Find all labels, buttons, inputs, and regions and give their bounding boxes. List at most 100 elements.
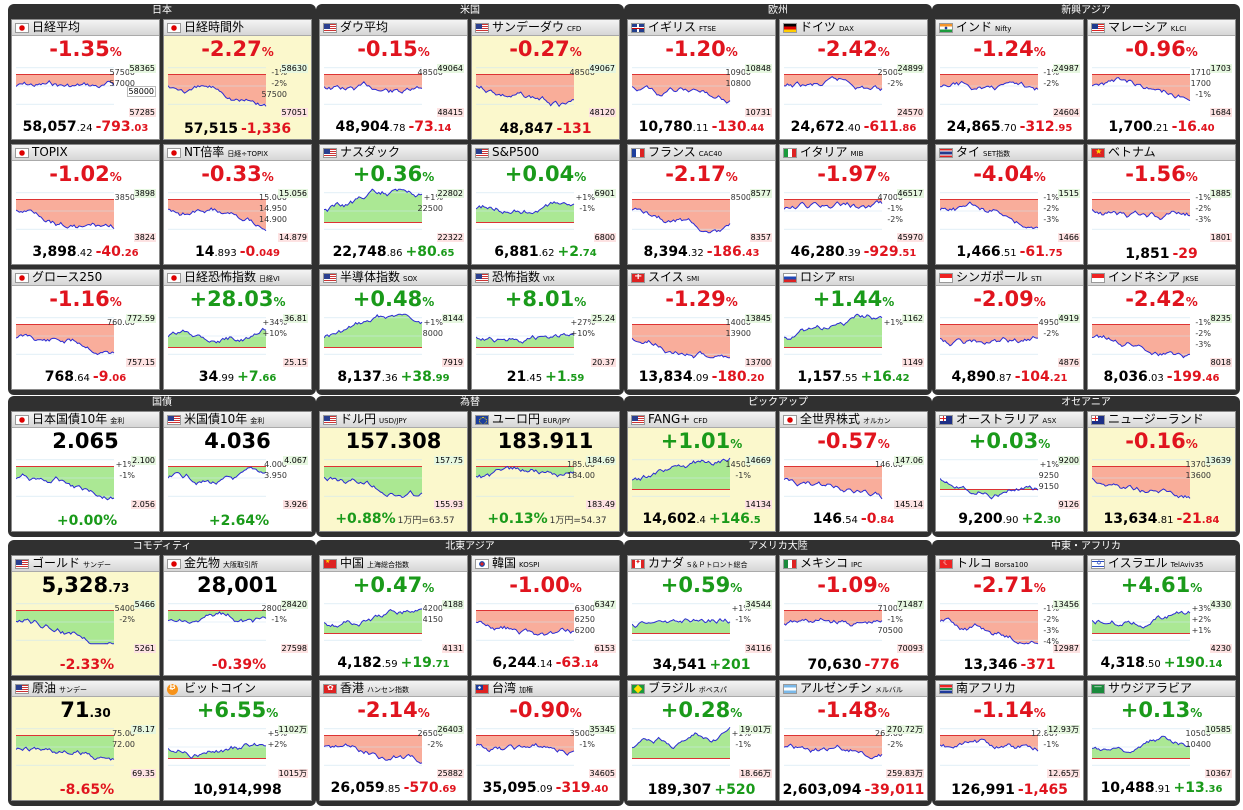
market-card[interactable]: 香港ハンセン指数-2.14%26500-2%264032588226,059.8… — [319, 680, 468, 801]
change-percent: -2.27% — [201, 37, 274, 61]
za-flag-icon — [939, 684, 953, 694]
instrument-name: カナダ S＆Ｐトロント総合 — [648, 556, 747, 573]
market-card[interactable]: 日本国債10年 金利 2.065 +1% -1% 2.100 2.056 +0.00% — [11, 411, 160, 532]
instrument-sub: 加権 — [519, 686, 534, 694]
axis-tick: -4% — [1043, 637, 1059, 646]
market-card[interactable]: メキシコ IPC -1.09% 71000 -1% 70500 71487 70093 70,6… — [779, 555, 928, 676]
market-card[interactable]: ナスダック +0.36% +1% 22500 22802 22322 22,748.86 +8… — [319, 144, 468, 265]
market-card[interactable]: グロース250 -1.16% 760.00 772.59 757.15 768.64 -9.… — [11, 269, 160, 390]
market-card[interactable]: 日経平均 -1.35% 57500 57000 58365 58000 57285 58,05… — [11, 19, 160, 140]
axis-tick: 15.000 — [259, 193, 287, 202]
intraday-chart — [632, 185, 744, 237]
market-card[interactable]: ユーロ円 EUR/JPY 183.911 185.00 184.00 184.69 183.… — [471, 411, 620, 532]
market-card[interactable]: 金先物 大阪取引所 28,001 28000 -1% 28420 27598 -0.39% — [163, 555, 312, 676]
market-card[interactable]: ベトナム -1.56% -1% -2% -3% 1885 1801 1,851-29 — [1087, 144, 1236, 265]
market-card[interactable]: 台湾 加権 -0.90% 35000 -1% 35345 34605 35,095.09 -31… — [471, 680, 620, 801]
market-card[interactable]: アルゼンチンメルバル-1.48%265.00-2%270.72万259.83万2… — [779, 680, 928, 801]
market-card[interactable]: ブラジルボベスパ+0.28%+1%-1%19.01万18.66万189,307+… — [627, 680, 776, 801]
high-label: 1102万 — [277, 725, 308, 734]
market-card[interactable]: 中国上海総合指数+0.47%42004150418841314,182.59+1… — [319, 555, 468, 676]
market-card[interactable]: ロシア RTSI +1.44% +1% 1162 1149 1,157.55 +16.42 — [779, 269, 928, 390]
low-label: 20.37 — [591, 358, 616, 367]
market-card[interactable]: ドル円 USD/JPY 157.308 157.75 155.93 +0.88% 1万円=6… — [319, 411, 468, 532]
instrument-sub: MIB — [850, 150, 864, 158]
market-card[interactable]: 半導体指数 SOX +0.48% +1% 8000 8144 7919 8,137.36 +38… — [319, 269, 468, 390]
market-card[interactable]: TOPIX -1.02% 3850 3898 3824 3,898.42 -40.26 — [11, 144, 160, 265]
price-change: -319.40 — [555, 780, 609, 796]
axis-tick: +10% — [570, 329, 595, 338]
change-percent: -1.14% — [973, 698, 1046, 722]
high-label: 49067 — [588, 64, 616, 73]
market-card[interactable]: インドネシア JKSE -2.42% -1% -2% -3% 8235 8018 8,036.0… — [1087, 269, 1236, 390]
price-change: -61.75 — [1019, 244, 1063, 260]
market-card[interactable]: サウジアラビア +0.13% 10500 10400 10585 10367 10,488.… — [1087, 680, 1236, 801]
axis-tick: 26500 — [417, 729, 443, 738]
market-card[interactable]: 日経恐怖指数 日経VI +28.03% +34% +10% 36.81 25.15 34.99… — [163, 269, 312, 390]
price-value: 48,847 — [499, 121, 554, 137]
price-value: 4,318.50 — [1100, 655, 1161, 671]
market-card[interactable]: オーストラリア ASX +0.03% +1% 9250 9150 9200 9126 9,200… — [935, 411, 1084, 532]
market-card[interactable]: ゴールド サンデー 5,328.73 5400 -2% 5466 5261 -2.33% — [11, 555, 160, 676]
market-card[interactable]: インド Nifty -1.24% -1% -2% 24987 24604 24,865.70-… — [935, 19, 1084, 140]
price-row: 70,630 -776 — [780, 657, 927, 673]
high-label: 34544 — [744, 600, 772, 609]
price-row: 34.99 +7.66 — [164, 369, 311, 387]
card-header: アルゼンチン メルバル — [780, 681, 927, 697]
price-value: 13,834.09 — [638, 369, 709, 385]
market-card[interactable]: タイ SET指数 -4.04% -1% -2% -3% 1515 1466 1,466.51 -6… — [935, 144, 1084, 265]
instrument-name: ロシア RTSI — [800, 270, 854, 287]
axis-tick: 146.00 — [875, 460, 903, 469]
high-label: 26403 — [436, 725, 464, 734]
price-change: -2.33% — [59, 657, 115, 673]
market-card[interactable]: 原油 サンデー 71.30 75.00 72.00 78.17 69.35 -8.65% — [11, 680, 160, 801]
market-card[interactable]: ビットコイン +6.55% +5% +2% 1102万 1015万 10,914,998 — [163, 680, 312, 801]
change-percent: -1.20% — [665, 37, 738, 61]
price-value: 768.64 — [44, 369, 90, 385]
high-label: 4330 — [1209, 600, 1232, 609]
market-card[interactable]: 韓国 KOSPI -1.00% 6300 6250 6200 6347 6153 6,244.1… — [471, 555, 620, 676]
instrument-name: インド Nifty — [956, 20, 1011, 37]
market-card[interactable]: トルコBorsa100-2.71%-1%-2%-3%-4%13456129871… — [935, 555, 1084, 676]
instrument-name: ドル円 USD/JPY — [340, 412, 407, 429]
axis-tick: -1% — [1043, 193, 1059, 202]
price-row: 48,904.78 -73.14 — [320, 119, 467, 137]
market-card[interactable]: サンデーダウ CFD -0.27% 48500 49067 48120 48,847 -131 — [471, 19, 620, 140]
market-group: 中東・アフリカトルコBorsa100-2.71%-1%-2%-3%-4%1345… — [932, 540, 1240, 806]
market-card[interactable]: ダウ平均 -0.15% 48500 49064 48415 48,904.78 -73.14 — [319, 19, 468, 140]
market-card[interactable]: ニュージーランド -0.16% 13700 13600 13639 13,634.81 -2… — [1087, 411, 1236, 532]
price-value: 48,904.78 — [335, 119, 406, 135]
instrument-sub: S＆Ｐトロント総合 — [687, 561, 748, 569]
market-card[interactable]: FANG+ CFD +1.01% 14500 -1% 14669 14134 14,602.4… — [627, 411, 776, 532]
market-card[interactable]: シンガポール STI -2.09% 4950 -2% 4919 4876 4,890.87 -1… — [935, 269, 1084, 390]
market-card[interactable]: 米国債10年 金利 4.036 4.000 3.950 4.067 3.926 +2.64% — [163, 411, 312, 532]
axis-tick: -2% — [1043, 204, 1059, 213]
market-card[interactable]: 全世界株式 オルカン -0.57% 146.00 147.06 145.14 146.54-… — [779, 411, 928, 532]
market-card[interactable]: イスラエルTelAviv35+4.61%+3%+2%+1%433042304,3… — [1087, 555, 1236, 676]
market-group: 国債 日本国債10年 金利 2.065 +1% -1% 2.100 2.056 +0.00% 米国… — [8, 396, 316, 537]
market-card[interactable]: ドイツ DAX -2.42% 25000 -2% 24899 24570 24,672.40-… — [779, 19, 928, 140]
instrument-label: ゴールド — [32, 556, 81, 570]
market-card[interactable]: 南アフリカ -1.14% 12.807 -1% 12.93万 12.65万 126,991-… — [935, 680, 1084, 801]
market-card[interactable]: イギリス FTSE -1.20% 10900 10800 10848 10731 10,780… — [627, 19, 776, 140]
low-label: 1684 — [1209, 108, 1232, 117]
market-card[interactable]: 恐怖指数 VIX +8.01% +27% +10% 25.24 20.37 21.45 +1.5… — [471, 269, 620, 390]
intraday-chart — [168, 310, 280, 362]
price-row: 57,515 -1,336 — [164, 121, 311, 137]
market-card[interactable]: 日経時間外 -2.27% -1% -2% 57500 58630 57051 57,515 -1… — [163, 19, 312, 140]
market-card[interactable]: NT倍率 日経÷TOPIX -0.33% 15.000 14.950 14.900 15.0… — [163, 144, 312, 265]
card-header: オーストラリア ASX — [936, 412, 1083, 428]
price-value: 35,095.09 — [482, 780, 553, 796]
market-card[interactable]: カナダS＆Ｐトロント総合+0.59%+1%-1%345443411634,541… — [627, 555, 776, 676]
market-card[interactable]: スイスSMI-1.29%1400013900138451370013,834.0… — [627, 269, 776, 390]
market-card[interactable]: マレーシア KLCI -0.96% 1710 1700 -1% 1703 1684 1,700.… — [1087, 19, 1236, 140]
market-card[interactable]: イタリア MIB -1.97% 47000 -1% -2% 46517 45970 46,280… — [779, 144, 928, 265]
us-flag-icon — [15, 559, 29, 569]
market-card[interactable]: S&P500 +0.04% +1% -1% 6901 6800 6,881.62 +2.74 — [471, 144, 620, 265]
axis-tick: -3% — [1195, 215, 1211, 224]
instrument-name: 原油 サンデー — [32, 681, 87, 698]
price-row: 4,318.50 +190.14 — [1088, 655, 1235, 673]
market-card[interactable]: フランス CAC40 -2.17% 8500 8577 8357 8,394.32 -186.… — [627, 144, 776, 265]
instrument-name: イスラエル TelAviv35 — [1108, 556, 1204, 573]
price-row: 8,394.32 -186.43 — [628, 244, 775, 262]
btc-flag-icon — [167, 684, 178, 695]
